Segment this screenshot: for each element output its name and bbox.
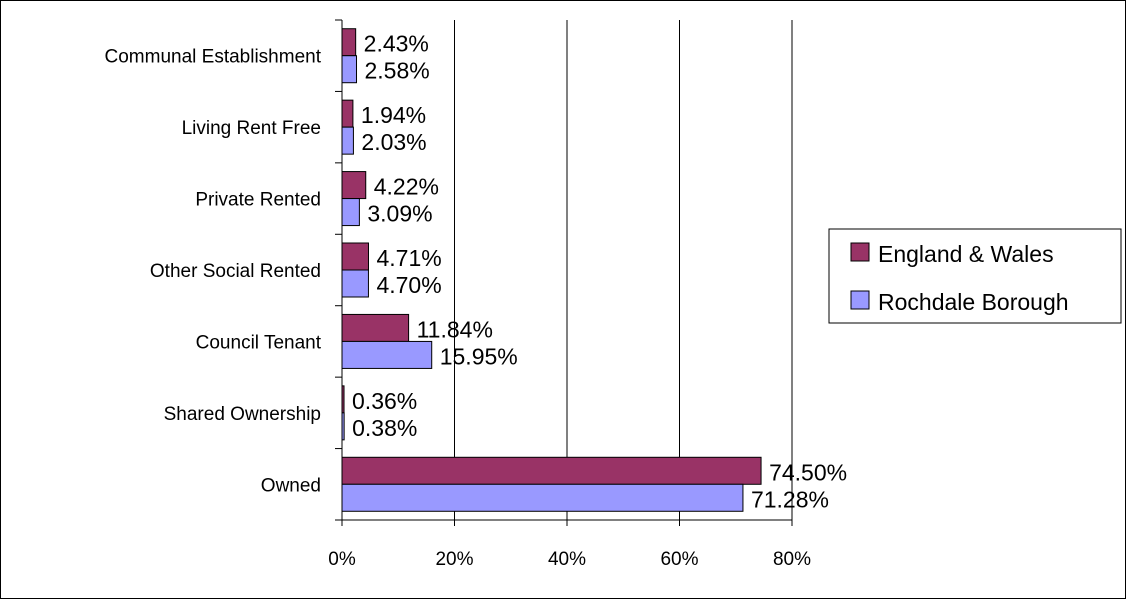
data-label-england-and-wales-council-tenant: 11.84% bbox=[417, 316, 493, 342]
data-label-england-and-wales-other-social-rented: 4.71% bbox=[376, 245, 441, 271]
legend-label-rochdale-borough: Rochdale Borough bbox=[878, 289, 1069, 315]
x-tick-label: 0% bbox=[328, 549, 356, 570]
legend: England & Wales Rochdale Borough bbox=[828, 228, 1122, 324]
data-label-england-and-wales-private-rented: 4.22% bbox=[374, 174, 439, 200]
x-tick-label: 40% bbox=[548, 549, 586, 570]
bar-rochdale-borough-other-social-rented bbox=[341, 269, 369, 298]
category-label-council-tenant: Council Tenant bbox=[196, 332, 322, 353]
bar-england-and-wales-other-social-rented bbox=[341, 242, 369, 271]
data-labels: 74.50%71.28%0.36%0.38%11.84%15.95%4.71%4… bbox=[352, 31, 847, 513]
legend-swatch-england-wales bbox=[850, 242, 870, 262]
bar-rochdale-borough-owned bbox=[341, 483, 744, 512]
category-label-other-social-rented: Other Social Rented bbox=[150, 261, 321, 282]
x-tick-label: 80% bbox=[773, 549, 811, 570]
category-label-living-rent-free: Living Rent Free bbox=[182, 118, 321, 139]
category-label-owned: Owned bbox=[261, 475, 321, 496]
legend-label-england-wales: England & Wales bbox=[878, 241, 1054, 267]
bar-rochdale-borough-private-rented bbox=[341, 198, 360, 227]
data-label-rochdale-borough-other-social-rented: 4.70% bbox=[376, 272, 441, 298]
data-label-rochdale-borough-shared-ownership: 0.38% bbox=[352, 415, 417, 441]
data-label-rochdale-borough-owned: 71.28% bbox=[751, 486, 829, 512]
category-label-private-rented: Private Rented bbox=[195, 190, 321, 211]
legend-box bbox=[828, 228, 1122, 324]
data-label-rochdale-borough-private-rented: 3.09% bbox=[367, 201, 432, 227]
x-tick-label: 20% bbox=[435, 549, 473, 570]
bar-england-and-wales-living-rent-free bbox=[341, 99, 354, 128]
data-label-england-and-wales-communal-establishment: 2.43% bbox=[364, 31, 429, 57]
category-labels: Owned Shared Ownership Council Tenant Other… bbox=[105, 47, 322, 497]
category-label-shared-ownership: Shared Ownership bbox=[164, 404, 321, 425]
bar-england-and-wales-council-tenant bbox=[341, 313, 410, 342]
legend-swatch-rochdale-borough bbox=[850, 290, 870, 310]
bar-rochdale-borough-living-rent-free bbox=[341, 126, 354, 155]
data-label-england-and-wales-owned: 74.50% bbox=[769, 459, 847, 485]
gridlines bbox=[454, 20, 793, 520]
axes bbox=[335, 19, 793, 526]
bar-england-and-wales-owned bbox=[341, 456, 762, 485]
bar-england-and-wales-communal-establishment bbox=[341, 28, 357, 57]
data-label-rochdale-borough-communal-establishment: 2.58% bbox=[365, 58, 430, 84]
bars bbox=[341, 28, 762, 512]
x-tick-labels: 0% 20% 40% 60% 80% bbox=[328, 549, 811, 570]
bar-rochdale-borough-council-tenant bbox=[341, 340, 433, 369]
data-label-rochdale-borough-council-tenant: 15.95% bbox=[440, 343, 518, 369]
bar-rochdale-borough-communal-establishment bbox=[341, 55, 358, 84]
x-tick-label: 60% bbox=[660, 549, 698, 570]
category-label-communal-establishment: Communal Establishment bbox=[105, 47, 322, 68]
data-label-rochdale-borough-living-rent-free: 2.03% bbox=[361, 129, 426, 155]
data-label-england-and-wales-living-rent-free: 1.94% bbox=[361, 102, 426, 128]
bar-england-and-wales-private-rented bbox=[341, 171, 367, 200]
data-label-england-and-wales-shared-ownership: 0.36% bbox=[352, 388, 417, 414]
